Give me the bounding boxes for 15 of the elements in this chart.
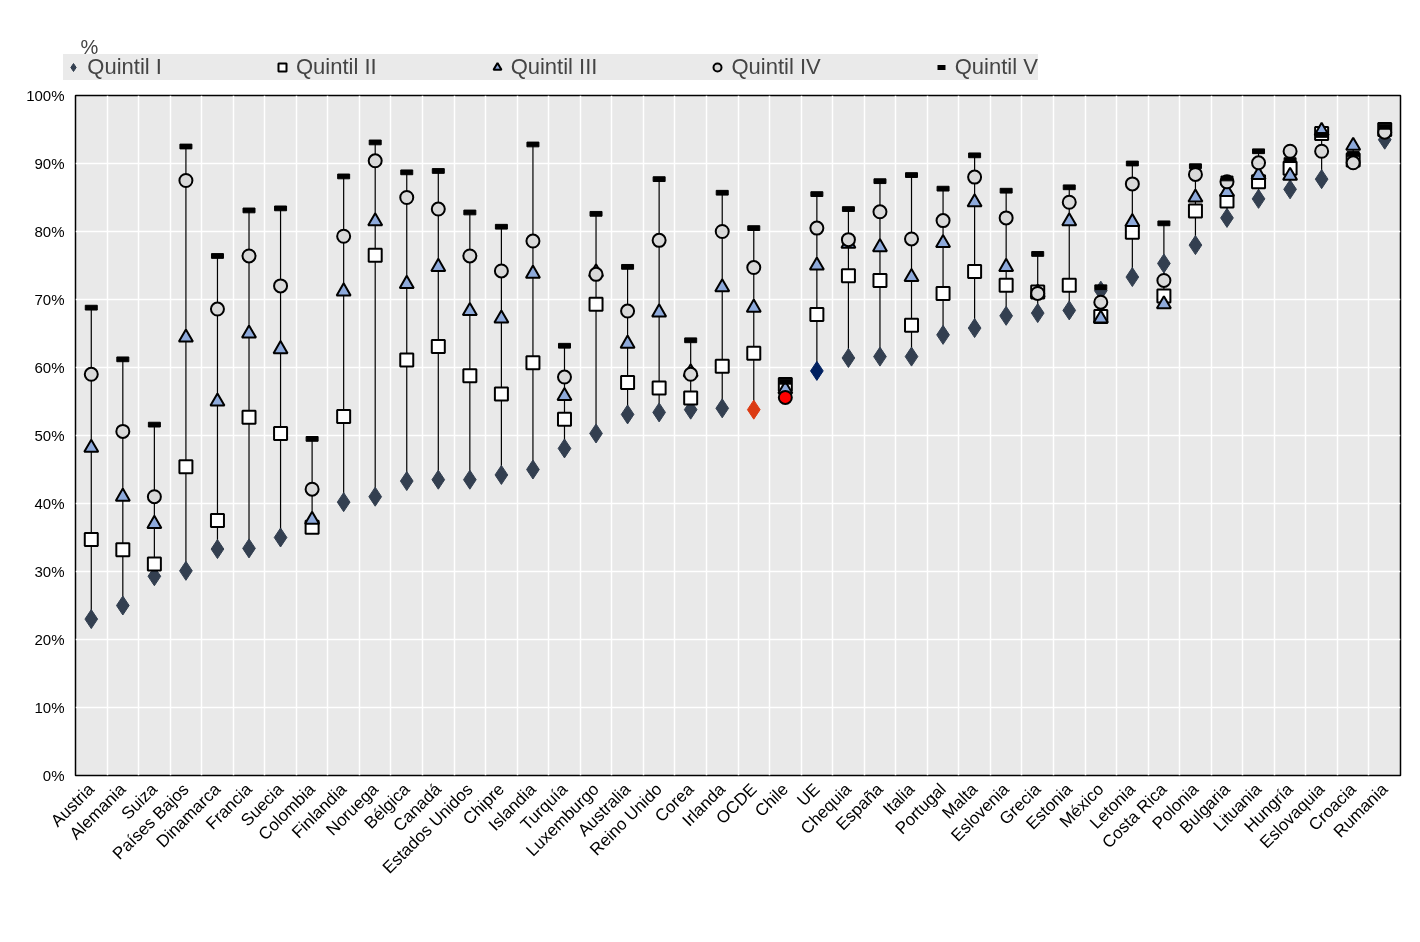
y-tick-label: 30%: [34, 563, 65, 580]
y-tick-label: 90%: [34, 155, 65, 172]
legend-label: Quintil II: [295, 54, 377, 80]
y-tick-label: 70%: [34, 291, 65, 308]
legend-label: Quintil IV: [731, 54, 821, 80]
y-tick-label: 20%: [34, 631, 65, 648]
y-tick-label: 0%: [42, 767, 65, 784]
y-tick-label: 80%: [34, 223, 65, 240]
y-tick-label: 10%: [34, 699, 65, 716]
legend-label: Quintil III: [510, 54, 598, 80]
y-tick-label: 40%: [34, 495, 65, 512]
legend-label: Quintil V: [954, 54, 1038, 80]
y-tick-label: 60%: [34, 359, 65, 376]
y-tick-label: 50%: [34, 427, 65, 444]
y-tick-label: 100%: [26, 87, 65, 104]
